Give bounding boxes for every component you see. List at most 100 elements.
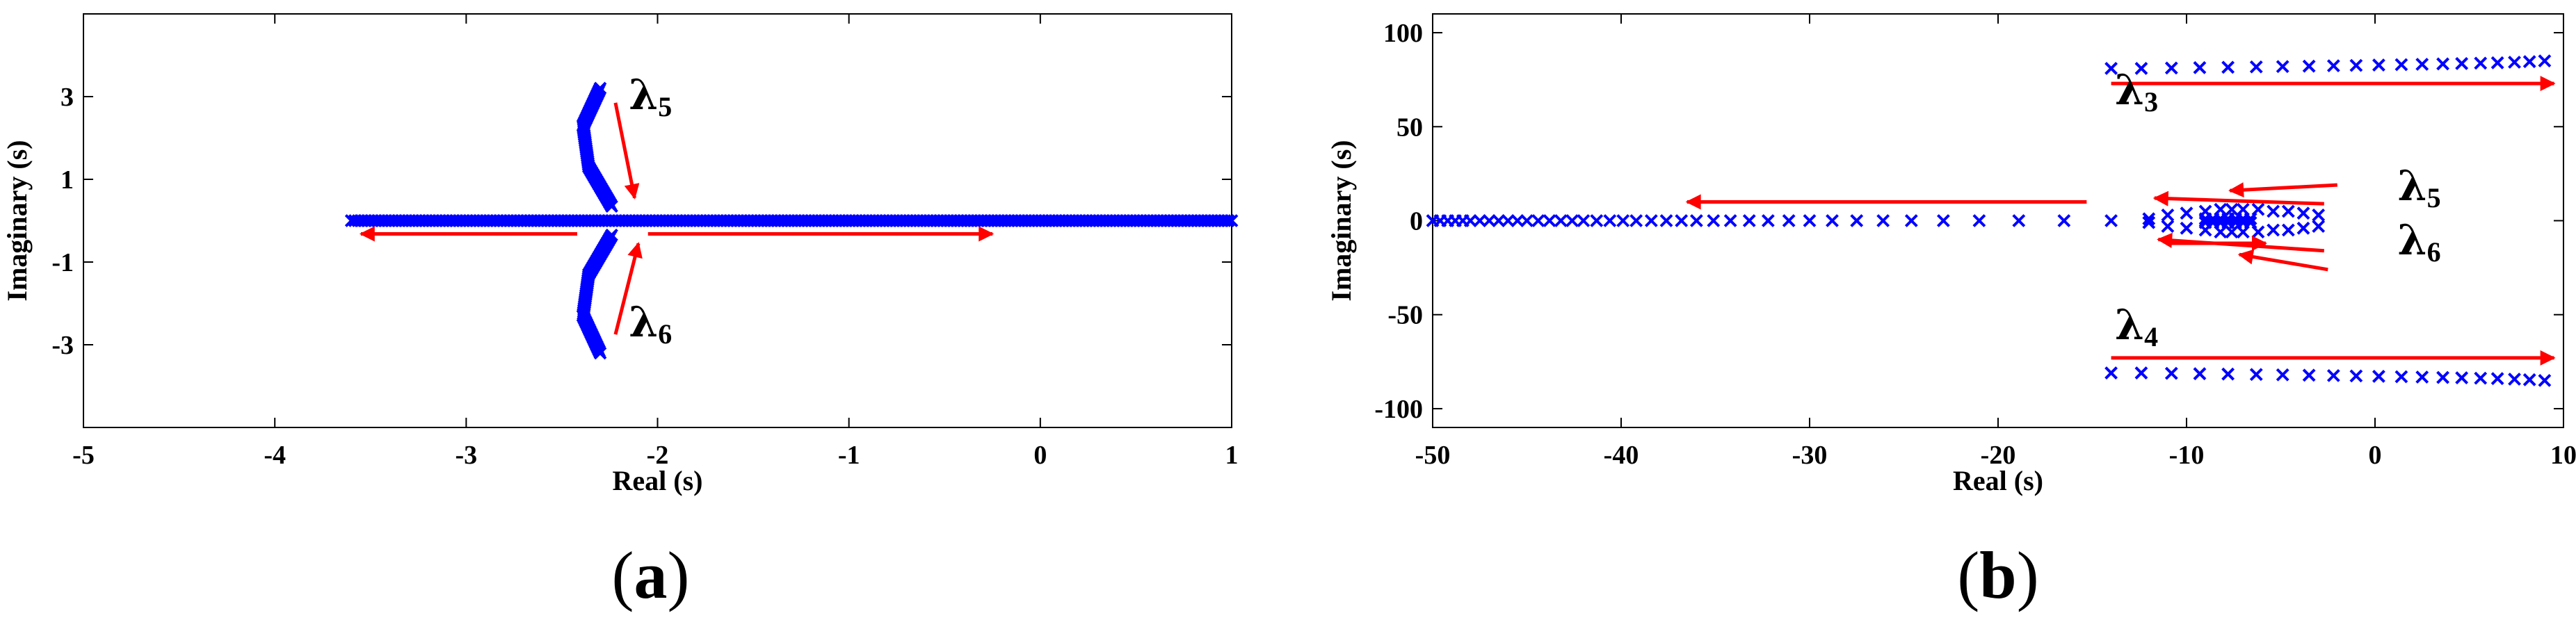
pole-marker [1225,214,1239,227]
pole-marker [2296,206,2310,220]
pole-marker [2244,215,2257,229]
pole-marker [2142,215,2156,229]
pole-marker [2281,223,2295,237]
pole-marker [2104,214,2118,227]
pole-marker [2415,370,2429,384]
pole-marker [2161,220,2175,234]
pole-marker [1520,214,1533,227]
eigenvalue-label: λ4 [2115,301,2158,352]
y-tick-label: -3 [51,331,74,360]
pole-marker [2249,60,2263,74]
pole-marker [2415,58,2429,71]
x-tick-label: -2 [647,441,669,470]
x-tick-label: 10 [2550,441,2576,470]
x-tick-label: -50 [1415,441,1451,470]
y-tick-label: 100 [1383,19,1423,48]
pole-marker [2244,212,2257,226]
pole-marker [2394,370,2408,384]
pole-marker [2349,58,2363,72]
arrow-group [1685,76,2556,366]
pole-marker [2538,373,2552,387]
pole-marker [1482,214,1496,227]
x-tick-label: -30 [1792,441,1828,470]
pole-marker [2455,56,2469,70]
pole-marker [1689,214,1703,227]
y-tick-label: -1 [51,248,74,277]
pole-marker [2057,214,2071,227]
pole-marker [1904,214,1918,227]
pole-marker [2522,55,2536,69]
pole-marker [1782,214,1796,227]
pole-marker [2490,56,2504,70]
x-tick-label: -3 [456,441,478,470]
pole-marker [1803,214,1817,227]
pole-marker [2164,366,2178,380]
y-axis-label: Imaginary (s) [1,140,33,301]
pole-marker [2474,371,2488,385]
pole-marker [1707,214,1721,227]
pole-marker [2490,372,2504,386]
pole-marker [1473,214,1487,227]
pole-marker [605,199,618,213]
trajectory-arrow [2157,232,2324,253]
x-tick-label: 1 [1225,441,1239,470]
pole-marker [1826,214,1839,227]
pole-marker [1616,214,1630,227]
eigenvalue-label: λ6 [2398,216,2441,268]
pole-marker [2221,367,2235,381]
pole-marker [2267,223,2280,237]
pole-marker [1492,214,1506,227]
pole-marker [2249,368,2263,382]
pole-marker [1629,214,1643,227]
pole-marker [2302,59,2316,73]
pole-marker [2134,62,2148,75]
pole-marker [605,228,618,242]
eigenvalue-label: λ5 [2398,162,2441,213]
pole-marker [1463,214,1477,227]
y-axis-label: Imaginary (s) [1326,140,1357,301]
eigenvalue-label: λ5 [629,71,672,122]
trajectory-arrow [2228,182,2337,198]
chart-panel-a: -5 -4 -3 -2 -1 0 1 3 1 -1 -3 Real (s) Imaginary (s) (… [1,13,1239,612]
pole-marker [2180,221,2193,235]
pole-marker [1554,214,1568,227]
x-tick-label: -5 [72,441,95,470]
pole-marker [2326,368,2340,382]
pole-marker [1659,214,1673,227]
pole-marker [1723,214,1737,227]
trajectory-arrow [613,242,643,335]
pole-marker [1511,214,1524,227]
pole-marker [1644,214,1658,227]
pole-marker [2161,208,2175,222]
pole-marker [2012,214,2026,227]
marker-group [344,81,1239,360]
pole-marker [2436,57,2449,71]
pole-marker [2296,221,2310,235]
pole-marker [2312,208,2326,222]
pole-marker [1936,214,1950,227]
pole-marker [1675,214,1689,227]
pole-marker [2104,366,2118,380]
panel-label: (b) [1957,538,2038,612]
eigenvalue-label: λ6 [629,298,672,350]
pole-marker [1742,214,1756,227]
trajectory-arrow [2237,249,2328,272]
pole-marker [2281,204,2295,218]
pole-marker [2225,225,2239,239]
x-tick-label: -4 [264,441,286,470]
pole-marker [2474,56,2488,70]
pole-marker [2142,212,2156,226]
pole-marker [2508,373,2521,386]
pole-marker [2276,60,2289,74]
pole-marker [2312,220,2326,234]
pole-marker [2455,371,2469,385]
pole-marker [1543,214,1556,227]
pole-marker [2221,60,2235,74]
pole-marker [2372,58,2385,72]
pole-marker [2193,60,2207,74]
x-tick-label: -20 [1981,441,2016,470]
y-tick-label: -50 [1387,301,1423,330]
pole-marker [2508,56,2521,69]
x-tick-label: -40 [1604,441,1639,470]
